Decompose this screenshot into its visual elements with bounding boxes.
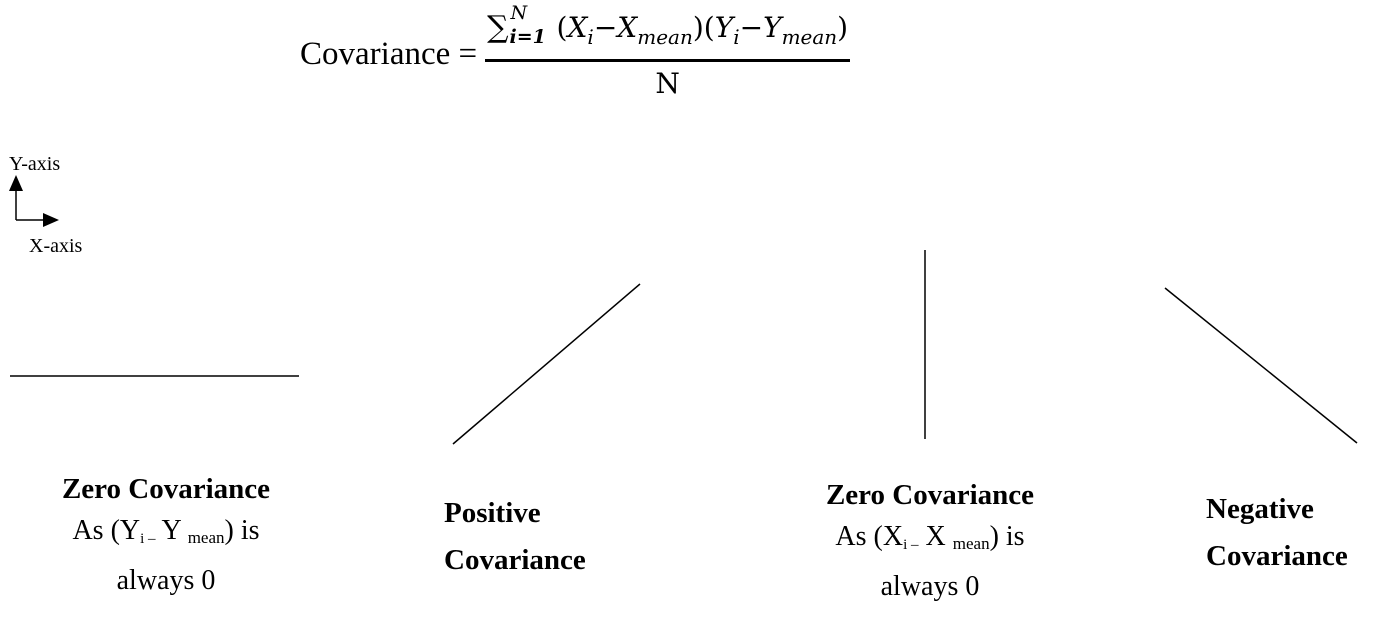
x-var: X [567, 10, 588, 44]
desc-sub-mean: mean [187, 528, 225, 547]
panel-description: As (Yi – Y mean) is [16, 508, 316, 562]
desc-sub-mean: mean [952, 534, 990, 553]
desc-sub-i: i – [903, 537, 919, 553]
panel-title-line2: Covariance [444, 544, 586, 576]
formula-denominator: N [655, 66, 680, 100]
panel-description-line2: always 0 [116, 565, 216, 596]
sum-lower-limit: i=1 [509, 25, 546, 48]
panel-title: Zero Covariance [825, 479, 1035, 511]
panel-description: As (Xi – X mean) is [780, 514, 1080, 568]
desc-mid: Y [155, 515, 188, 546]
x-arrow-icon [43, 213, 59, 227]
x-axis-label: X-axis [29, 235, 83, 257]
x-sub-i: i [587, 24, 594, 49]
paren-open-2: ( [703, 10, 715, 44]
y-mean-var: Y [763, 10, 782, 44]
panel-zero-covariance-horizontal: Zero Covariance As (Yi – Y mean) is alwa… [16, 472, 316, 604]
sum-upper-limit: N [510, 1, 528, 24]
y-axis-label: Y-axis [9, 153, 61, 175]
panel-positive-covariance: Positive Covariance [444, 496, 586, 577]
paren-close: ) [692, 10, 704, 44]
minus-sign-2: − [739, 10, 764, 44]
desc-prefix: As (X [835, 521, 904, 552]
x-mean-var: X [617, 10, 638, 44]
axis-legend-icon [9, 175, 59, 227]
panel-title-line2: Covariance [1206, 540, 1348, 572]
minus-sign: − [593, 10, 618, 44]
fraction-bar [485, 58, 851, 62]
negative-slope-line [1164, 287, 1358, 444]
x-sub-mean: mean [637, 24, 693, 49]
desc-sub-i: i – [140, 531, 156, 547]
panel-zero-covariance-vertical: Zero Covariance As (Xi – X mean) is alwa… [780, 478, 1080, 610]
desc-mid: X [918, 521, 953, 552]
panel-title-line1: Positive [444, 497, 541, 529]
y-sub-i: i [733, 24, 740, 49]
desc-prefix: As (Y [72, 515, 141, 546]
y-sub-mean: mean [781, 24, 838, 49]
y-var: Y [714, 10, 734, 44]
panel-title: Zero Covariance [61, 473, 271, 505]
desc-suffix: ) is [224, 515, 260, 546]
summation-icon: ∑ [487, 9, 509, 45]
formula-lhs: Covariance = [300, 35, 478, 72]
panel-description-line2: always 0 [880, 571, 980, 602]
paren-close-2: ) [837, 10, 849, 44]
paren-open: ( [556, 10, 568, 44]
positive-slope-line [452, 283, 641, 445]
panel-negative-covariance: Negative Covariance [1206, 492, 1348, 573]
desc-suffix: ) is [989, 521, 1025, 552]
y-arrow-icon [9, 175, 23, 191]
panel-title-line1: Negative [1206, 493, 1314, 525]
